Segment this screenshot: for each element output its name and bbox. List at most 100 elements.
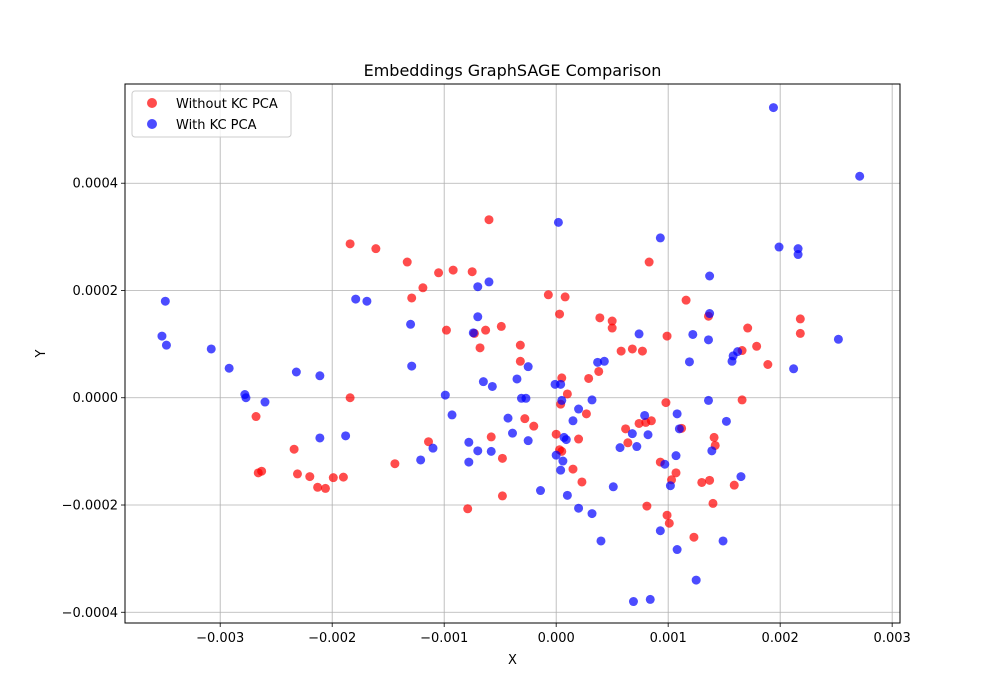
point-with-kc-pca [655, 526, 665, 536]
point-with-kc-pca [512, 374, 522, 384]
point-with-kc-pca [473, 282, 483, 292]
point-without-kc-pca [574, 434, 584, 444]
data-points [157, 103, 865, 607]
point-with-kc-pca [574, 404, 584, 414]
point-without-kc-pca [463, 504, 473, 514]
y-tick-label: 0.0000 [73, 391, 119, 406]
point-with-kc-pca [551, 450, 561, 460]
point-with-kc-pca [224, 363, 234, 373]
point-with-kc-pca [291, 367, 301, 377]
x-tick-label: 0.001 [650, 631, 687, 646]
chart-title: Embeddings GraphSAGE Comparison [364, 61, 662, 80]
point-without-kc-pca [257, 466, 267, 476]
point-with-kc-pca [574, 503, 584, 513]
point-with-kc-pca [260, 397, 270, 407]
point-without-kc-pca [515, 356, 525, 366]
x-tick-label: −0.002 [308, 631, 356, 646]
point-with-kc-pca [684, 357, 694, 367]
point-without-kc-pca [681, 295, 691, 305]
x-tick-label: 0.002 [762, 631, 799, 646]
point-with-kc-pca [703, 335, 713, 345]
point-without-kc-pca [627, 344, 637, 354]
plot-frame [124, 83, 901, 624]
legend: Without KC PCA With KC PCA [131, 90, 292, 138]
point-without-kc-pca [402, 257, 412, 267]
point-with-kc-pca [464, 457, 474, 467]
point-with-kc-pca [484, 277, 494, 287]
point-without-kc-pca [390, 459, 400, 469]
point-with-kc-pca [632, 442, 642, 452]
legend-marker-without-kc-pca [147, 98, 157, 108]
point-without-kc-pca [795, 314, 805, 324]
point-without-kc-pca [644, 257, 654, 267]
point-without-kc-pca [795, 328, 805, 338]
point-with-kc-pca [557, 395, 567, 405]
x-axis-label: X [508, 653, 517, 668]
point-with-kc-pca [672, 409, 682, 419]
point-with-kc-pca [665, 481, 675, 491]
point-with-kc-pca [503, 413, 513, 423]
point-with-kc-pca [855, 171, 865, 181]
point-with-kc-pca [628, 597, 638, 607]
point-with-kc-pca [561, 435, 571, 445]
point-with-kc-pca [447, 410, 457, 420]
point-with-kc-pca [793, 250, 803, 260]
point-with-kc-pca [556, 465, 566, 475]
point-with-kc-pca [672, 545, 682, 555]
point-with-kc-pca [341, 431, 351, 441]
point-with-kc-pca [660, 459, 670, 469]
point-with-kc-pca [707, 446, 717, 456]
point-with-kc-pca [688, 329, 698, 339]
point-with-kc-pca [671, 451, 681, 461]
point-without-kc-pca [705, 475, 715, 485]
x-tick-label: 0.003 [874, 631, 911, 646]
point-with-kc-pca [468, 328, 478, 338]
point-without-kc-pca [697, 477, 707, 487]
point-without-kc-pca [418, 283, 428, 293]
point-with-kc-pca [599, 356, 609, 366]
point-with-kc-pca [615, 443, 625, 453]
point-with-kc-pca [718, 536, 728, 546]
point-without-kc-pca [313, 482, 323, 492]
point-without-kc-pca [289, 444, 299, 454]
point-without-kc-pca [251, 412, 261, 422]
legend-box [131, 90, 292, 138]
point-with-kc-pca [160, 296, 170, 306]
point-without-kc-pca [371, 244, 381, 254]
point-with-kc-pca [705, 309, 715, 319]
grid-lines [125, 84, 900, 623]
point-without-kc-pca [568, 464, 578, 474]
point-with-kc-pca [315, 433, 325, 443]
point-without-kc-pca [708, 498, 718, 508]
point-with-kc-pca [206, 344, 216, 354]
point-with-kc-pca [645, 594, 655, 604]
point-without-kc-pca [584, 373, 594, 383]
point-with-kc-pca [553, 217, 563, 227]
point-with-kc-pca [486, 446, 496, 456]
point-without-kc-pca [486, 432, 496, 442]
point-with-kc-pca [587, 395, 597, 405]
point-without-kc-pca [551, 429, 561, 439]
legend-label-without-kc-pca: Without KC PCA [176, 97, 278, 112]
point-without-kc-pca [424, 437, 434, 447]
y-tick-label: −0.0002 [62, 499, 118, 514]
point-with-kc-pca [789, 364, 799, 374]
point-without-kc-pca [305, 472, 315, 482]
x-tick-label: 0.000 [538, 631, 575, 646]
point-without-kc-pca [642, 501, 652, 511]
point-with-kc-pca [473, 446, 483, 456]
point-without-kc-pca [737, 395, 747, 405]
point-without-kc-pca [481, 325, 491, 335]
point-without-kc-pca [634, 418, 644, 428]
point-without-kc-pca [562, 389, 572, 399]
y-tick-label: −0.0004 [62, 606, 118, 621]
point-without-kc-pca [595, 313, 605, 323]
y-tick-label: 0.0002 [73, 284, 119, 299]
point-with-kc-pca [655, 233, 665, 243]
point-with-kc-pca [768, 103, 778, 113]
point-without-kc-pca [763, 359, 773, 369]
point-with-kc-pca [691, 575, 701, 585]
point-without-kc-pca [407, 293, 417, 303]
point-without-kc-pca [496, 321, 506, 331]
